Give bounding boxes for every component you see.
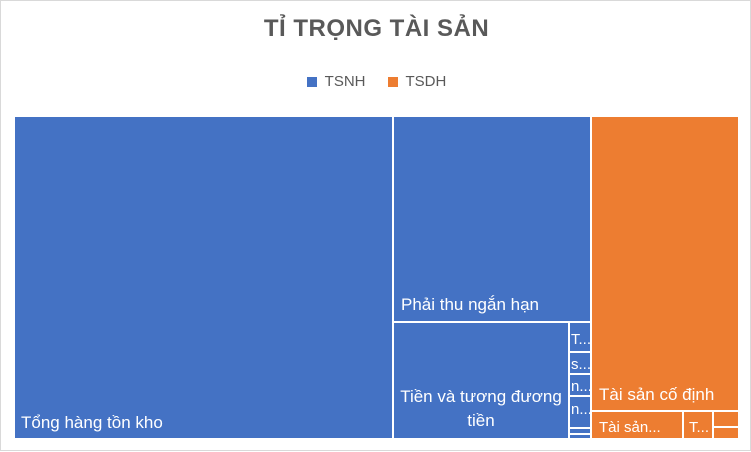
treemap-rect-4 [570, 353, 590, 373]
treemap-label-10: Tài sản... [599, 419, 661, 436]
treemap-node-2: Tiền và tương đương tiền [394, 323, 568, 438]
treemap-rect-8 [570, 435, 590, 438]
treemap-node-5: n... [570, 375, 592, 395]
treemap-rect-0 [15, 117, 392, 438]
treemap-node-4: s... [570, 353, 591, 373]
treemap-rect-13 [714, 428, 738, 438]
legend: TSNH TSDH [1, 73, 751, 90]
treemap-label-6: n... [571, 401, 592, 418]
legend-item-tsdh: TSDH [387, 73, 447, 90]
treemap-label-5: n... [571, 378, 592, 395]
treemap-rect-7 [570, 429, 590, 433]
treemap-label-11: T... [689, 419, 709, 436]
treemap-label-9: Tài sản cố định [599, 385, 714, 404]
treemap-node-12 [714, 412, 738, 426]
treemap-node-1: Phải thu ngắn hạn [394, 117, 590, 321]
treemap-rect-11 [684, 412, 712, 438]
treemap-node-6: n... [570, 397, 592, 427]
treemap-label-3: T... [571, 331, 591, 348]
treemap-label-0: Tổng hàng tồn kho [21, 413, 163, 432]
treemap-node-8 [570, 435, 590, 438]
treemap-node-0: Tổng hàng tồn kho [15, 117, 392, 438]
treemap-node-10: Tài sản... [592, 412, 682, 438]
treemap-node-3: T... [570, 323, 591, 351]
legend-swatch-tsnh [306, 76, 317, 87]
treemap-rect-6 [570, 397, 590, 427]
legend-label-tsdh: TSDH [405, 73, 447, 90]
treemap-node-13 [714, 428, 738, 438]
treemap-rect-5 [570, 375, 590, 395]
treemap-rect-3 [570, 323, 590, 351]
treemap-label-1: Phải thu ngắn hạn [401, 295, 539, 314]
chart-title: TỈ TRỌNG TÀI SẢN [263, 15, 490, 42]
treemap-node-9: Tài sản cố định [592, 117, 738, 410]
treemap-rect-10 [592, 412, 682, 438]
legend-swatch-tsdh [387, 76, 398, 87]
legend-label-tsnh: TSNH [324, 73, 366, 90]
treemap-label-4: s... [571, 356, 591, 373]
treemap-rect-9 [592, 117, 738, 410]
treemap-rect-2 [394, 323, 568, 438]
treemap-rect-1 [394, 117, 590, 321]
treemap-node-7 [570, 429, 590, 433]
treemap-label-2: Tiền và tương đương tiền [400, 387, 562, 430]
treemap-node-11: T... [684, 412, 712, 438]
legend-item-tsnh: TSNH [306, 73, 366, 90]
treemap-rect-12 [714, 412, 738, 426]
